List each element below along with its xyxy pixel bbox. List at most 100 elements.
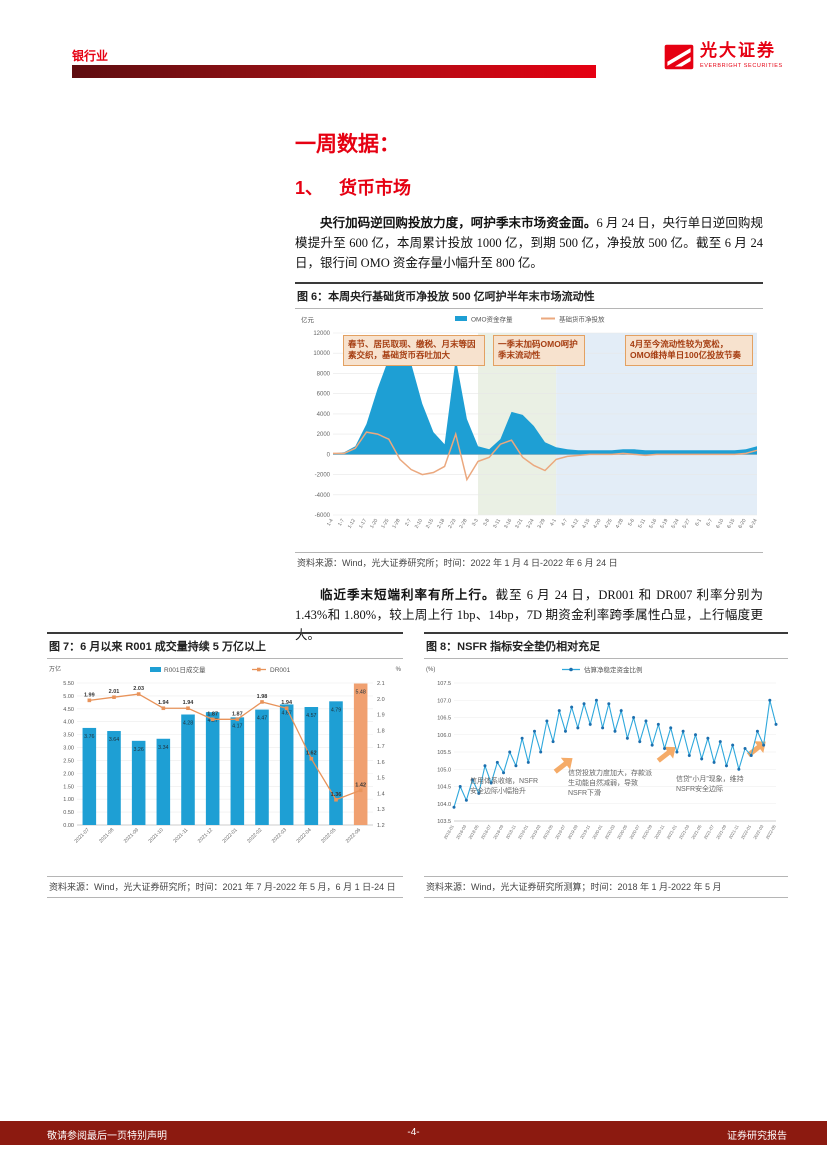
svg-text:6-15: 6-15 bbox=[726, 518, 736, 530]
svg-text:2019-05: 2019-05 bbox=[542, 823, 555, 840]
svg-text:2-28: 2-28 bbox=[458, 518, 468, 530]
svg-text:107.0: 107.0 bbox=[437, 698, 451, 704]
svg-text:1.87: 1.87 bbox=[207, 711, 218, 717]
svg-text:2021-03: 2021-03 bbox=[678, 823, 691, 840]
svg-text:4-15: 4-15 bbox=[581, 518, 591, 530]
svg-text:2018-03: 2018-03 bbox=[455, 823, 468, 840]
svg-text:107.5: 107.5 bbox=[437, 681, 451, 687]
figure6-title: 图 6：本周央行基础货币净投放 500 亿呵护半年末市场流动性 bbox=[295, 282, 763, 309]
svg-text:-6000: -6000 bbox=[315, 513, 331, 519]
svg-text:8000: 8000 bbox=[317, 371, 331, 377]
svg-text:3.00: 3.00 bbox=[63, 746, 74, 752]
brand-name-cn: 光大证券 bbox=[700, 41, 776, 60]
figure8-title: 图 8：NSFR 指标安全垫仍相对充足 bbox=[424, 632, 788, 659]
svg-text:6-10: 6-10 bbox=[715, 518, 725, 530]
svg-text:4.28: 4.28 bbox=[183, 720, 193, 726]
svg-text:4000: 4000 bbox=[317, 412, 331, 418]
svg-text:4.79: 4.79 bbox=[331, 707, 341, 713]
svg-text:DR001: DR001 bbox=[270, 667, 291, 674]
svg-text:1.3: 1.3 bbox=[377, 807, 385, 813]
svg-text:5-6: 5-6 bbox=[627, 518, 636, 527]
svg-text:1.9: 1.9 bbox=[377, 713, 385, 719]
svg-text:10000: 10000 bbox=[313, 351, 330, 357]
svg-text:2022-05: 2022-05 bbox=[320, 827, 337, 844]
fig6-annotation-spring-festival: 春节、居民取现、缴税、月末等因素交织，基础货币吞吐加大 bbox=[343, 335, 485, 366]
paragraph-omo-lead: 央行加码逆回购投放力度，呵护季末市场资金面。 bbox=[320, 216, 597, 230]
svg-text:1.2: 1.2 bbox=[377, 823, 385, 829]
footer-disclaimer: 敬请参阅最后一页特别声明 bbox=[47, 1131, 167, 1142]
svg-text:5-27: 5-27 bbox=[682, 518, 692, 530]
svg-text:R001日成交量: R001日成交量 bbox=[164, 665, 206, 674]
svg-text:2020-03: 2020-03 bbox=[604, 823, 617, 840]
svg-text:4.17: 4.17 bbox=[232, 723, 242, 729]
figure8-chart: 103.5 104.0 104.5 105.0 105.5 106.0 106.5 107.0… bbox=[424, 659, 788, 876]
svg-text:3-11: 3-11 bbox=[492, 518, 502, 530]
svg-text:1.42: 1.42 bbox=[355, 782, 366, 788]
brand-text: 光大证券 EVERBRIGHT SECURITIES bbox=[700, 41, 783, 69]
svg-text:1.94: 1.94 bbox=[281, 700, 293, 706]
svg-text:3-29: 3-29 bbox=[537, 518, 547, 530]
svg-text:1.87: 1.87 bbox=[232, 711, 243, 717]
svg-text:4-12: 4-12 bbox=[570, 518, 580, 530]
svg-text:6-20: 6-20 bbox=[737, 518, 747, 530]
svg-text:1-4: 1-4 bbox=[326, 518, 335, 527]
svg-text:2019-11: 2019-11 bbox=[579, 823, 591, 839]
figure7-block: 图 7：6 月以来 R001 成交量持续 5 万亿以上 0.00 0.50 1.00… bbox=[47, 627, 403, 898]
svg-text:2022-01: 2022-01 bbox=[222, 827, 239, 844]
svg-text:3.34: 3.34 bbox=[158, 745, 168, 751]
svg-text:2018-09: 2018-09 bbox=[492, 823, 505, 840]
svg-text:2021-09: 2021-09 bbox=[123, 827, 140, 844]
figure8-block: 图 8：NSFR 指标安全垫仍相对充足 103.5 104.0 104.5 105.0… bbox=[424, 627, 788, 898]
svg-text:2-18: 2-18 bbox=[436, 518, 446, 530]
svg-text:1.94: 1.94 bbox=[183, 700, 195, 706]
svg-text:1.99: 1.99 bbox=[84, 692, 95, 698]
svg-text:1-20: 1-20 bbox=[369, 518, 379, 530]
svg-text:2018-05: 2018-05 bbox=[467, 823, 480, 840]
svg-text:2019-07: 2019-07 bbox=[554, 823, 567, 840]
figure8-source: 资料来源：Wind，光大证券研究所测算；时间：2018 年 1 月-2022 年… bbox=[424, 876, 788, 898]
svg-text:OMO资金存量: OMO资金存量 bbox=[471, 315, 513, 324]
svg-text:基础货币净投放: 基础货币净投放 bbox=[559, 315, 605, 324]
svg-text:2.50: 2.50 bbox=[63, 758, 74, 764]
section-heading: 一周数据： bbox=[295, 133, 400, 156]
svg-text:4-1: 4-1 bbox=[549, 518, 558, 527]
svg-text:5-16: 5-16 bbox=[648, 518, 658, 530]
svg-text:4.67: 4.67 bbox=[282, 710, 292, 716]
svg-text:12000: 12000 bbox=[313, 331, 330, 337]
svg-text:2020-01: 2020-01 bbox=[591, 823, 604, 840]
paragraph-rates-body: 截至 6 月 24 日，DR001 和 DR007 利率分别为 1.43%和 1… bbox=[295, 588, 763, 642]
svg-text:0.00: 0.00 bbox=[63, 823, 74, 829]
svg-text:1.00: 1.00 bbox=[63, 797, 74, 803]
svg-text:亿元: 亿元 bbox=[301, 315, 315, 324]
svg-text:0: 0 bbox=[327, 452, 331, 458]
svg-text:2022-02: 2022-02 bbox=[246, 827, 263, 844]
fig6-annotation-april-loose: 4月至今流动性较为宽松，OMO维持单日100亿投放节奏 bbox=[625, 335, 753, 366]
svg-text:%: % bbox=[396, 667, 402, 673]
fig7-chart-svg: 0.00 0.50 1.00 1.50 2.00 2.50 3.00 3.50 4.00 4.50… bbox=[49, 665, 402, 844]
svg-text:6-24: 6-24 bbox=[749, 518, 759, 530]
svg-text:3-16: 3-16 bbox=[503, 518, 513, 530]
svg-text:2021-10: 2021-10 bbox=[148, 827, 165, 844]
svg-text:1.98: 1.98 bbox=[257, 694, 268, 700]
svg-text:估算净稳定资金比例: 估算净稳定资金比例 bbox=[584, 665, 643, 674]
svg-text:2.01: 2.01 bbox=[109, 689, 120, 695]
svg-text:1-25: 1-25 bbox=[380, 518, 390, 530]
everbright-logo-icon bbox=[664, 44, 694, 70]
svg-text:104.0: 104.0 bbox=[437, 802, 451, 808]
svg-text:4-25: 4-25 bbox=[603, 518, 613, 530]
fig8-annotation-small-month: 信贷“小月”现象，维持NSFR安全边际 bbox=[676, 776, 744, 793]
svg-text:3.26: 3.26 bbox=[134, 747, 144, 753]
svg-text:2.0: 2.0 bbox=[377, 697, 385, 703]
svg-text:5.48: 5.48 bbox=[356, 690, 366, 696]
svg-text:1.5: 1.5 bbox=[377, 776, 385, 782]
svg-text:2022-05: 2022-05 bbox=[765, 823, 778, 840]
figure7-source: 资料来源：Wind，光大证券研究所；时间：2021 年 7 月-2022 年 5… bbox=[47, 876, 403, 898]
svg-text:2021-11: 2021-11 bbox=[172, 827, 189, 844]
header-rule bbox=[72, 65, 596, 78]
svg-text:105.0: 105.0 bbox=[437, 767, 451, 773]
svg-text:5-24: 5-24 bbox=[670, 518, 680, 530]
svg-text:2021-07: 2021-07 bbox=[74, 827, 91, 844]
brand-name-en: EVERBRIGHT SECURITIES bbox=[700, 62, 783, 69]
svg-text:2-7: 2-7 bbox=[404, 518, 413, 527]
